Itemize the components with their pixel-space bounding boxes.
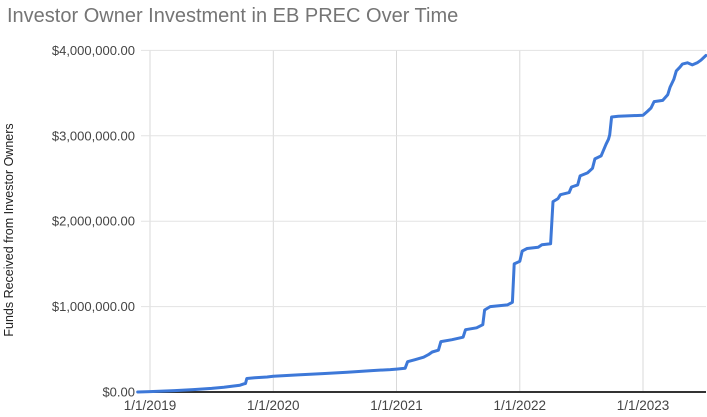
y-axis-tick-label: $1,000,000.00 xyxy=(52,299,135,314)
x-axis-tick-label: 1/1/2021 xyxy=(370,398,423,413)
x-axis-tick-label: 1/1/2022 xyxy=(494,398,547,413)
chart-title: Investor Owner Investment in EB PREC Ove… xyxy=(7,5,459,27)
y-axis-tick-label: $4,000,000.00 xyxy=(52,43,135,58)
x-axis-tick-label: 1/1/2020 xyxy=(247,398,300,413)
y-axis-tick-label: $2,000,000.00 xyxy=(52,214,135,229)
y-axis-tick-label: $0.00 xyxy=(102,385,135,400)
x-axis-tick-label: 1/1/2019 xyxy=(124,398,177,413)
x-axis-tick-label: 1/1/2023 xyxy=(617,398,670,413)
y-axis-tick-label: $3,000,000.00 xyxy=(52,128,135,143)
data-series-line xyxy=(136,54,707,394)
